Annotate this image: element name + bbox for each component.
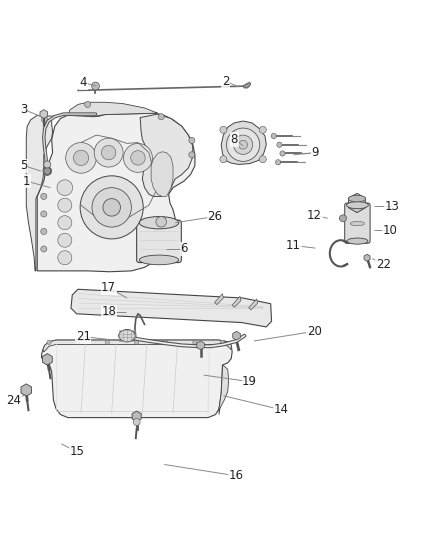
Polygon shape [221, 121, 266, 165]
Ellipse shape [347, 238, 368, 244]
Circle shape [44, 161, 51, 168]
Polygon shape [68, 102, 158, 117]
Circle shape [73, 150, 88, 166]
Circle shape [41, 211, 47, 217]
Circle shape [41, 229, 47, 235]
Circle shape [226, 128, 260, 161]
FancyBboxPatch shape [345, 203, 370, 243]
FancyBboxPatch shape [137, 220, 181, 263]
Text: 12: 12 [307, 209, 322, 222]
Circle shape [85, 101, 91, 108]
Text: 19: 19 [242, 375, 257, 388]
Text: 14: 14 [274, 403, 289, 416]
Text: 10: 10 [382, 224, 397, 237]
Ellipse shape [348, 195, 366, 202]
Circle shape [103, 199, 120, 216]
Text: 15: 15 [69, 445, 84, 458]
Polygon shape [249, 299, 258, 310]
Polygon shape [151, 152, 173, 197]
Text: 8: 8 [231, 133, 238, 146]
Ellipse shape [139, 255, 179, 265]
Circle shape [156, 216, 166, 227]
Circle shape [220, 126, 227, 133]
Circle shape [92, 82, 99, 90]
Text: 6: 6 [180, 243, 188, 255]
Ellipse shape [119, 329, 135, 342]
Circle shape [47, 340, 51, 344]
Ellipse shape [346, 201, 368, 209]
Circle shape [105, 340, 110, 344]
Circle shape [193, 340, 197, 344]
Circle shape [189, 152, 195, 158]
Circle shape [220, 156, 227, 163]
Text: 21: 21 [76, 330, 91, 343]
Circle shape [92, 188, 131, 227]
Text: 9: 9 [311, 146, 319, 159]
Circle shape [41, 193, 47, 199]
Text: 3: 3 [21, 103, 28, 116]
Circle shape [276, 159, 281, 165]
Text: 2: 2 [222, 75, 230, 88]
Text: 26: 26 [207, 210, 222, 223]
Circle shape [58, 216, 72, 230]
Text: 24: 24 [7, 394, 21, 407]
Text: 16: 16 [229, 470, 244, 482]
Circle shape [58, 198, 72, 212]
Circle shape [80, 176, 143, 239]
Circle shape [43, 167, 52, 175]
Text: 13: 13 [385, 199, 399, 213]
Polygon shape [215, 294, 223, 304]
Polygon shape [140, 114, 193, 197]
Circle shape [76, 340, 80, 344]
Circle shape [239, 140, 247, 149]
Circle shape [134, 340, 139, 344]
Text: 22: 22 [376, 258, 391, 271]
Circle shape [271, 133, 276, 139]
Circle shape [124, 143, 152, 172]
Text: 17: 17 [101, 281, 116, 294]
Text: 4: 4 [79, 76, 87, 89]
Ellipse shape [139, 216, 179, 229]
Circle shape [133, 418, 140, 425]
Circle shape [42, 117, 48, 123]
Circle shape [233, 135, 253, 155]
Circle shape [94, 138, 123, 167]
Circle shape [58, 233, 72, 247]
Text: 1: 1 [22, 175, 30, 188]
Polygon shape [42, 340, 232, 418]
Circle shape [41, 246, 47, 252]
Text: 18: 18 [101, 305, 116, 318]
Circle shape [57, 180, 73, 196]
Polygon shape [243, 83, 251, 88]
Circle shape [58, 251, 72, 265]
Text: 20: 20 [307, 325, 322, 338]
Circle shape [339, 215, 346, 222]
Polygon shape [43, 340, 231, 352]
Circle shape [163, 340, 168, 344]
Circle shape [259, 126, 266, 133]
Polygon shape [37, 113, 195, 272]
Polygon shape [219, 365, 229, 415]
Circle shape [277, 142, 282, 147]
Polygon shape [232, 296, 241, 307]
Text: 11: 11 [286, 239, 301, 252]
Circle shape [220, 340, 225, 344]
Circle shape [66, 142, 96, 173]
Polygon shape [26, 115, 55, 271]
Text: 5: 5 [21, 159, 28, 172]
Circle shape [259, 156, 266, 163]
Ellipse shape [350, 221, 364, 226]
Circle shape [189, 138, 195, 143]
Polygon shape [71, 289, 272, 327]
Circle shape [101, 146, 116, 160]
Circle shape [158, 114, 164, 120]
Circle shape [280, 151, 285, 156]
Circle shape [131, 151, 145, 165]
